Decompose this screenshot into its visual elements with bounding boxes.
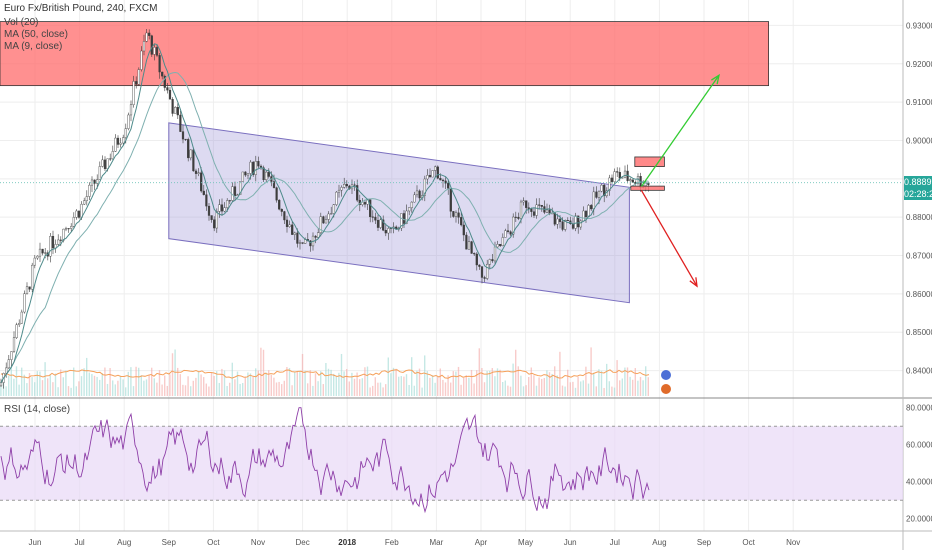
interval: 240: [106, 3, 124, 14]
time-tick-label: 2018: [338, 538, 356, 547]
rsi-band: [0, 426, 903, 501]
time-tick-label: Nov: [786, 538, 800, 547]
time-tick-label: Sep: [162, 538, 177, 547]
chart-title: Euro Fx/British Pound, 240, FXCM: [4, 3, 158, 14]
time-tick-label: Jul: [610, 538, 620, 547]
exchange: FXCM: [129, 3, 158, 14]
time-tick-label: Nov: [251, 538, 265, 547]
rsi-legend: RSI (14, close): [4, 404, 70, 416]
volume-ma-line: [0, 369, 650, 379]
ma-9-line: [0, 43, 649, 383]
time-tick-label: Jun: [564, 538, 577, 547]
time-tick-label: Apr: [475, 538, 488, 547]
time-tick-label: Feb: [385, 538, 399, 547]
time-tick-label: Oct: [207, 538, 220, 547]
time-tick-label: Jul: [74, 538, 84, 547]
time-tick-label: Mar: [430, 538, 444, 547]
projection-arrows[interactable]: [640, 73, 720, 288]
current-price-tag: 0.88899: [904, 176, 932, 188]
legend-ma-9[interactable]: MA (9, close): [4, 41, 63, 52]
time-tick-label: Aug: [652, 538, 666, 547]
price-tick-label: 0.84000: [906, 367, 932, 376]
time-axis[interactable]: Jun Jul Aug Sep Oct Nov Dec 2018 Feb Mar Apr May Jun…: [29, 538, 801, 547]
legend-ma-50[interactable]: MA (50, close): [4, 29, 68, 40]
symbol-name: Euro Fx/British Pound: [4, 3, 102, 14]
countdown-tag: 02:28:20: [904, 188, 932, 200]
volume-bars: [0, 347, 649, 396]
time-tick-label: Oct: [742, 538, 755, 547]
time-tick-label: Aug: [117, 538, 131, 547]
descending-channel[interactable]: [168, 122, 630, 304]
time-tick-label: Sep: [697, 538, 712, 547]
resistance-zone[interactable]: [0, 21, 769, 87]
small-box-bottom[interactable]: [630, 185, 665, 191]
main-legend: Vol (20) MA (50, close) MA (9, close): [4, 17, 68, 53]
ma-50-line: [0, 71, 649, 383]
time-tick-label: May: [518, 538, 533, 547]
time-tick-label: Jun: [29, 538, 42, 547]
legend-rsi[interactable]: RSI (14, close): [4, 404, 71, 415]
legend-volume[interactable]: Vol (20): [4, 17, 39, 28]
alert-icon[interactable]: [661, 370, 671, 394]
small-box-top[interactable]: [634, 156, 665, 167]
rsi-line: [0, 407, 650, 514]
time-tick-label: Dec: [295, 538, 309, 547]
